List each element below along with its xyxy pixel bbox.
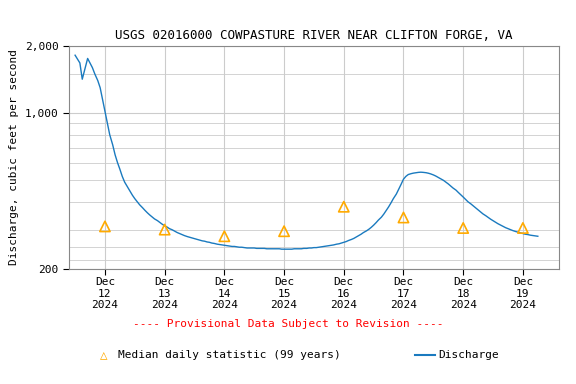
Point [220, 233, 229, 239]
Title: USGS 02016000 COWPASTURE RIVER NEAR CLIFTON FORGE, VA: USGS 02016000 COWPASTURE RIVER NEAR CLIF… [115, 29, 513, 42]
Point [458, 225, 468, 231]
Point [279, 228, 289, 234]
Point [399, 214, 408, 220]
Text: Median daily statistic (99 years): Median daily statistic (99 years) [118, 350, 341, 360]
Y-axis label: Discharge, cubic feet per second: Discharge, cubic feet per second [9, 50, 20, 265]
Text: ---- Provisional Data Subject to Revision ----: ---- Provisional Data Subject to Revisio… [132, 319, 444, 329]
Text: Discharge: Discharge [438, 350, 498, 360]
Text: △: △ [100, 349, 108, 362]
Point [160, 227, 169, 233]
Point [518, 225, 528, 231]
Point [100, 223, 109, 230]
Point [339, 204, 348, 210]
